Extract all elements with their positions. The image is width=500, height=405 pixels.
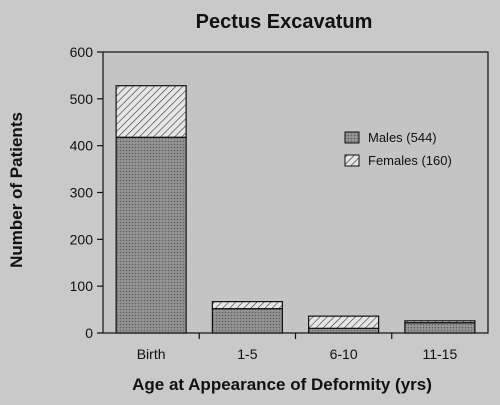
bar-females-6-10 <box>308 315 380 329</box>
y-tick-label: 300 <box>70 185 94 201</box>
legend-label-females: Females (160) <box>368 153 452 168</box>
y-tick-label: 100 <box>70 278 94 294</box>
legend-swatch-females <box>344 154 360 167</box>
y-tick-label: 600 <box>70 44 94 60</box>
legend-label-males: Males (544) <box>368 130 437 145</box>
x-axis-label: Age at Appearance of Deformity (yrs) <box>132 375 432 394</box>
bar-males-6-10 <box>308 327 380 334</box>
y-tick-label: 500 <box>70 91 94 107</box>
x-tick-label: 6-10 <box>330 346 358 362</box>
bar-females-birth <box>115 85 187 138</box>
legend: Males (544) Females (160) <box>344 130 452 168</box>
x-tick-label: 11-15 <box>422 346 457 362</box>
y-axis: 0 100 200 300 400 500 600 <box>70 44 103 341</box>
y-tick-label: 0 <box>85 325 93 341</box>
y-tick-label: 400 <box>70 138 94 154</box>
bar-females-11-15 <box>404 320 476 324</box>
x-axis: Birth 1-5 6-10 11-15 <box>137 333 457 362</box>
y-axis-label: Number of Patients <box>7 112 26 268</box>
bar-males-birth <box>115 136 187 334</box>
y-tick-label: 200 <box>70 231 94 247</box>
bar-males-1-5 <box>211 308 283 334</box>
legend-swatch-males <box>344 131 360 144</box>
bar-males-11-15 <box>404 322 476 334</box>
bar-females-1-5 <box>211 301 283 310</box>
bars <box>115 85 476 334</box>
x-tick-label: Birth <box>137 346 166 362</box>
chart-title: Pectus Excavatum <box>196 11 373 33</box>
x-tick-label: 1-5 <box>237 346 257 362</box>
